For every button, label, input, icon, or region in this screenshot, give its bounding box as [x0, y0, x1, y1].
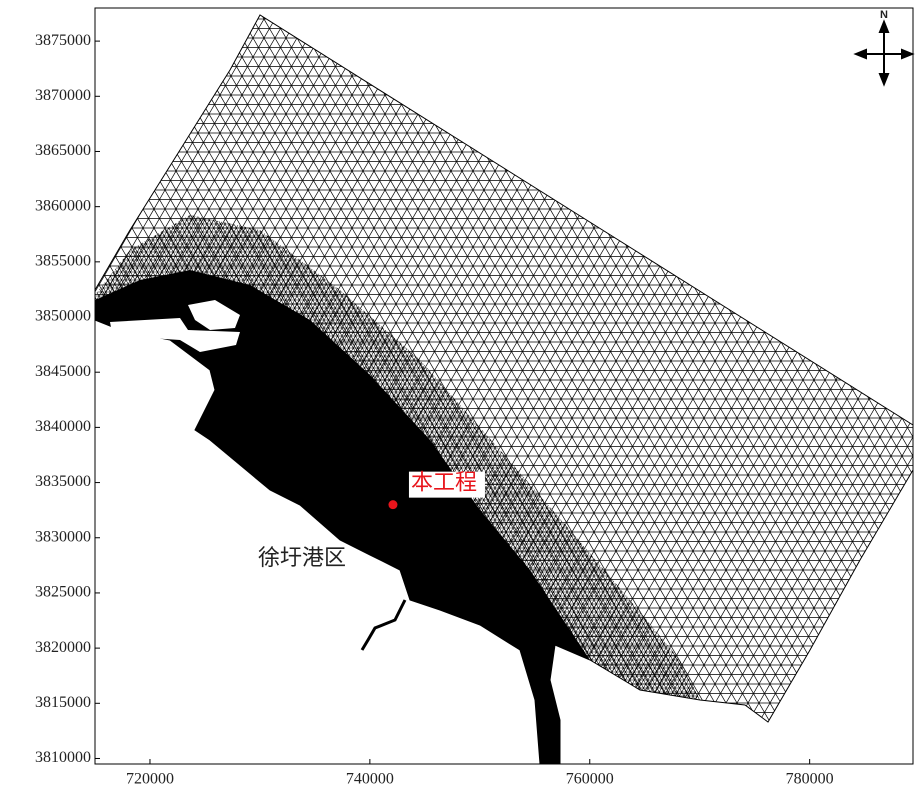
chart: N 徐圩港区 3810000 3815000 3820000 3825000 38300…: [0, 0, 915, 793]
y-tick-label: 3810000: [35, 749, 91, 766]
y-tick-label: 3815000: [35, 694, 91, 711]
y-tick-label: 3820000: [35, 639, 91, 656]
y-tick-label: 3870000: [35, 87, 91, 104]
x-tick-label: 780000: [786, 771, 834, 788]
point-label: 本工程: [411, 470, 477, 495]
x-tick-label: 760000: [566, 771, 614, 788]
north-label: N: [880, 9, 888, 21]
x-tick-label: 720000: [126, 771, 174, 788]
north-arrow: [856, 22, 912, 84]
y-tick-label: 3865000: [35, 142, 91, 159]
y-tick-label: 3840000: [35, 418, 91, 435]
y-tick-label: 3855000: [35, 253, 91, 270]
y-tick-label: 3845000: [35, 363, 91, 380]
y-tick-label: 3830000: [35, 528, 91, 545]
y-tick-label: 3875000: [35, 32, 91, 49]
point: [388, 500, 397, 509]
y-tick-label: 3835000: [35, 473, 91, 490]
mesh: [95, 15, 913, 764]
y-tick-label: 3825000: [35, 584, 91, 601]
annotation: 徐圩港区: [258, 545, 346, 570]
x-tick-label: 740000: [346, 771, 394, 788]
y-tick-label: 3850000: [35, 308, 91, 325]
y-tick-label: 3860000: [35, 197, 91, 214]
river: [362, 600, 405, 650]
